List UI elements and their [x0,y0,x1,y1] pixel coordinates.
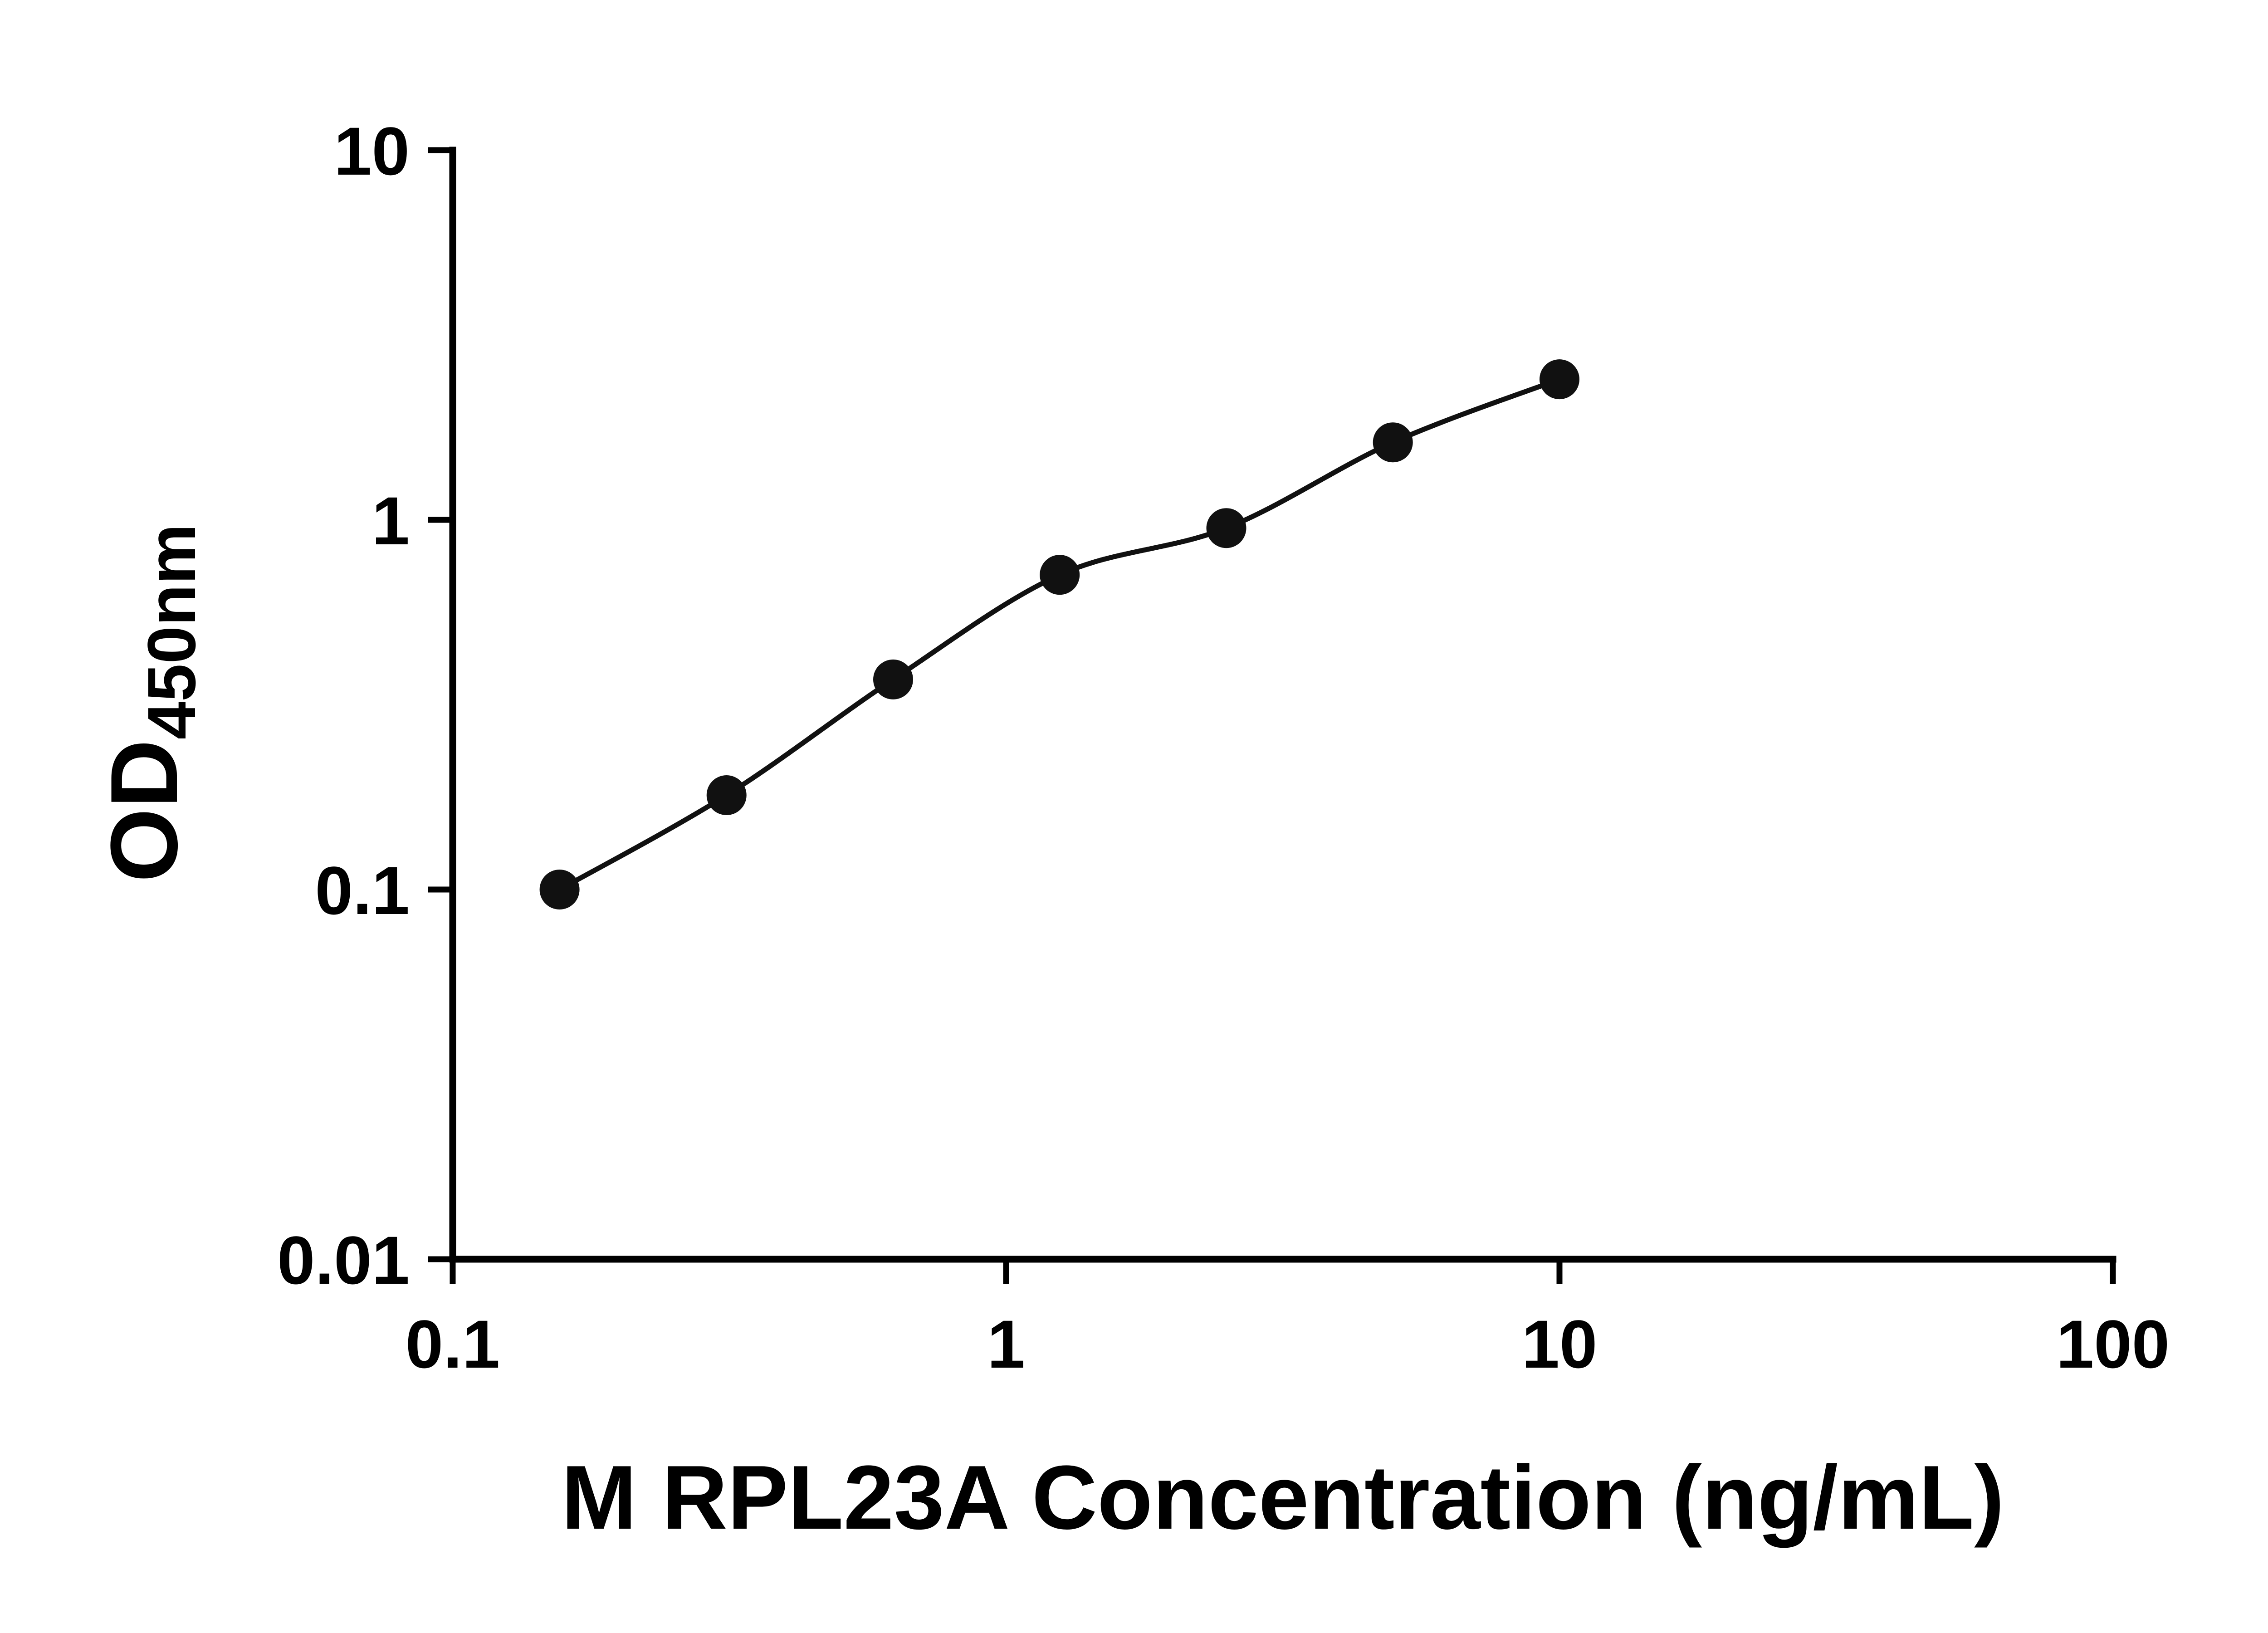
x-tick-label: 0.1 [406,1306,500,1382]
data-point [1206,508,1246,548]
y-axis-title: OD450nm [91,524,210,882]
y-axis-title-main: OD [91,739,197,882]
x-tick-label: 1 [987,1306,1025,1382]
y-tick-label: 1 [372,483,410,559]
data-series [539,359,1579,909]
y-tick-label: 10 [334,113,410,189]
x-tick-label: 100 [2056,1306,2170,1382]
data-point [1040,555,1080,595]
y-axis-ticks: 0.01 0.1 1 10 [277,113,453,1298]
y-axis-title-subscript: 450nm [133,524,210,739]
data-point [1373,422,1413,463]
x-axis-title: M RPL23A Concentration (ng/mL) [561,1447,2004,1548]
data-point [873,659,913,699]
y-tick-label: 0.1 [315,852,410,929]
data-point [1540,359,1579,400]
data-point [539,870,580,909]
x-axis-ticks: 0.1 1 10 100 [406,1259,2170,1382]
y-tick-label: 0.01 [277,1222,410,1298]
x-tick-label: 10 [1522,1306,1598,1382]
data-point [706,775,747,815]
